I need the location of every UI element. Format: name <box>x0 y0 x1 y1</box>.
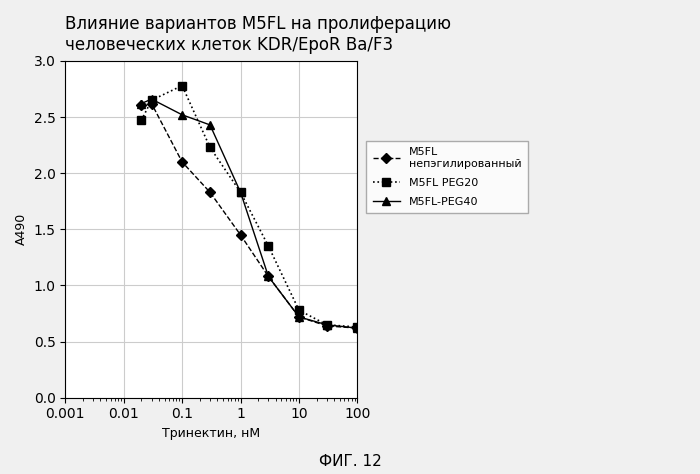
X-axis label: Тринектин, нМ: Тринектин, нМ <box>162 427 260 440</box>
Text: ФИГ. 12: ФИГ. 12 <box>318 454 382 469</box>
Y-axis label: A490: A490 <box>15 213 28 246</box>
Text: Влияние вариантов M5FL на пролиферацию
человеческих клеток KDR/EpoR Ba/F3: Влияние вариантов M5FL на пролиферацию ч… <box>65 15 452 54</box>
Legend: M5FL
непэгилированный, M5FL PEG20, M5FL-PEG40: M5FL непэгилированный, M5FL PEG20, M5FL-… <box>366 141 528 213</box>
